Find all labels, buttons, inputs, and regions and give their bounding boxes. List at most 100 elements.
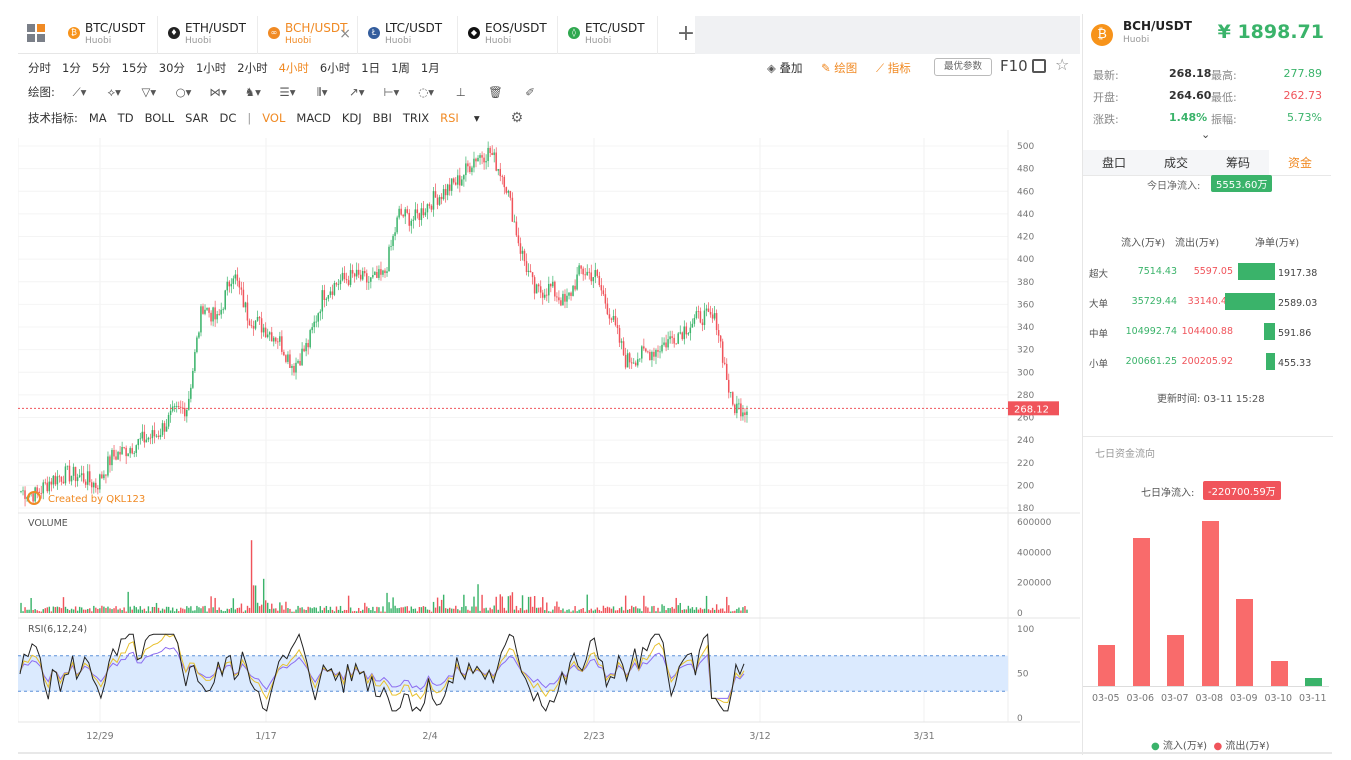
interval-4[interactable]: 30分 — [158, 61, 185, 75]
range-tool-icon[interactable]: ⊢▾ — [383, 85, 400, 99]
fib-tool-icon[interactable]: ☰▾ — [279, 85, 296, 99]
interval-3[interactable]: 15分 — [121, 61, 148, 75]
indicator-trix[interactable]: TRIX — [402, 111, 430, 125]
indicator-td[interactable]: TD — [117, 111, 134, 125]
volume-bar — [521, 595, 524, 613]
interval-11[interactable]: 1月 — [420, 61, 440, 75]
candle-body — [412, 219, 415, 221]
tab-etc-usdt[interactable]: ◊ ETC/USDT Huobi — [558, 16, 658, 54]
tab-btc-usdt[interactable]: ₿ BTC/USDT Huobi — [58, 16, 158, 54]
interval-7[interactable]: 4小时 — [278, 61, 309, 75]
volume-bar — [515, 605, 518, 613]
interval-6[interactable]: 2小时 — [237, 61, 268, 75]
zigzag-tool-icon[interactable]: ⋈▾ — [209, 85, 227, 99]
indicator-sar[interactable]: SAR — [185, 111, 209, 125]
settings-gear-icon[interactable]: ⚙ — [510, 110, 524, 126]
overlay-button[interactable]: ◈ 叠加 — [767, 58, 803, 78]
candle-body — [248, 320, 251, 326]
volume-bar — [169, 610, 172, 613]
volume-label: VOLUME — [28, 518, 68, 529]
candle-body — [717, 330, 720, 336]
arrow-tool-icon[interactable]: ↗▾ — [349, 85, 365, 99]
polyline-tool-icon[interactable]: ▽▾ — [141, 85, 157, 99]
candle-body — [734, 404, 736, 414]
trash-icon[interactable]: 🗑 — [488, 85, 503, 99]
draw-button[interactable]: ✎ 绘图 — [821, 58, 857, 78]
indicator-dc[interactable]: DC — [219, 111, 237, 125]
candle-body — [153, 430, 156, 437]
indicator-vol[interactable]: VOL — [262, 111, 286, 125]
tab-eos-usdt[interactable]: ◆ EOS/USDT Huobi — [458, 16, 558, 54]
add-tab-button[interactable]: + — [676, 21, 696, 46]
candle-body — [454, 182, 457, 185]
interval-5[interactable]: 1小时 — [195, 61, 227, 75]
candle-body — [459, 175, 461, 186]
candle-body — [327, 295, 330, 299]
indicator-bbi[interactable]: BBI — [372, 111, 392, 125]
candle-body — [744, 412, 746, 415]
volume-bar — [535, 607, 538, 613]
volume-bar — [697, 609, 700, 613]
comment-tool-icon[interactable]: ◌▾ — [418, 85, 434, 99]
f10-button[interactable]: F10 — [1000, 57, 1028, 75]
indicator-ma[interactable]: MA — [88, 111, 107, 125]
indicator-kdj[interactable]: KDJ — [341, 111, 362, 125]
volume-bar — [198, 607, 200, 613]
close-tab-icon[interactable]: × — [339, 26, 351, 42]
candle-body — [214, 307, 216, 320]
indicator-boll[interactable]: BOLL — [144, 111, 175, 125]
candle-body — [653, 351, 655, 357]
indicator-button[interactable]: ⟋ 指标 — [876, 58, 911, 78]
interval-1[interactable]: 1分 — [62, 61, 81, 75]
ray-tool-icon[interactable]: ⟡▾ — [107, 85, 121, 99]
subtab-3[interactable]: 资金 — [1269, 150, 1331, 176]
measure-tool-icon[interactable]: ⊥ — [455, 85, 466, 99]
interval-9[interactable]: 1日 — [361, 61, 381, 75]
best-params-button[interactable]: 最优参数 — [934, 58, 992, 76]
candle-body — [266, 334, 269, 338]
price-chart[interactable]: 5004804604404204003803603403203002802602… — [18, 130, 1080, 755]
subtab-2[interactable]: 筹码 — [1207, 150, 1269, 176]
line-tool-icon[interactable]: ⟋▾ — [72, 85, 87, 99]
subtab-1[interactable]: 成交 — [1145, 150, 1207, 176]
seven-day-badge: -220700.59万 — [1203, 481, 1281, 500]
volume-bar — [133, 605, 135, 613]
price-tick-label: 340 — [1017, 323, 1034, 333]
candle-body — [283, 351, 285, 356]
star-icon[interactable]: ☆ — [1055, 55, 1070, 74]
candle-body — [422, 208, 425, 216]
indicator-rsi[interactable]: RSI — [440, 111, 459, 125]
indicator-macd[interactable]: MACD — [296, 111, 331, 125]
seven-day-bar — [1167, 634, 1184, 686]
rsi-tick-label: 0 — [1017, 714, 1023, 724]
volume-bar — [382, 606, 384, 613]
expand-chevron-icon[interactable]: ⌄ — [1201, 128, 1211, 141]
interval-2[interactable]: 5分 — [91, 61, 111, 75]
flow-row-label: 中单 — [1089, 329, 1109, 340]
indicator-dropdown-icon[interactable]: ▾ — [473, 111, 480, 125]
volume-bar — [713, 609, 716, 613]
volume-bar — [208, 608, 210, 613]
volume-bar — [228, 609, 231, 613]
fullscreen-icon[interactable] — [1032, 59, 1046, 73]
volume-bar — [715, 604, 718, 613]
candle-body — [424, 212, 427, 216]
interval-8[interactable]: 6小时 — [319, 61, 351, 75]
pattern-tool-icon[interactable]: ♞▾ — [244, 85, 261, 99]
candle-body — [212, 307, 214, 322]
interval-10[interactable]: 1周 — [391, 61, 410, 75]
price-tick-label: 360 — [1017, 300, 1034, 310]
gann-tool-icon[interactable]: ⦀▾ — [316, 85, 328, 99]
tab-eth-usdt[interactable]: ♦ ETH/USDT Huobi — [158, 16, 258, 54]
eraser-icon[interactable]: ✐ — [525, 85, 535, 99]
tab-ltc-usdt[interactable]: Ł LTC/USDT Huobi — [358, 16, 458, 54]
interval-0[interactable]: 分时 — [28, 61, 51, 75]
ellipse-tool-icon[interactable]: ○▾ — [175, 85, 192, 99]
volume-bar — [610, 608, 613, 613]
volume-bar — [70, 608, 73, 613]
volume-bar — [645, 606, 647, 613]
grid-menu-icon[interactable] — [27, 24, 45, 42]
tab-bch-usdt[interactable]: ∞ BCH/USDT Huobi × — [258, 16, 358, 54]
subtab-0[interactable]: 盘口 — [1083, 150, 1145, 176]
candle-body — [384, 270, 386, 274]
